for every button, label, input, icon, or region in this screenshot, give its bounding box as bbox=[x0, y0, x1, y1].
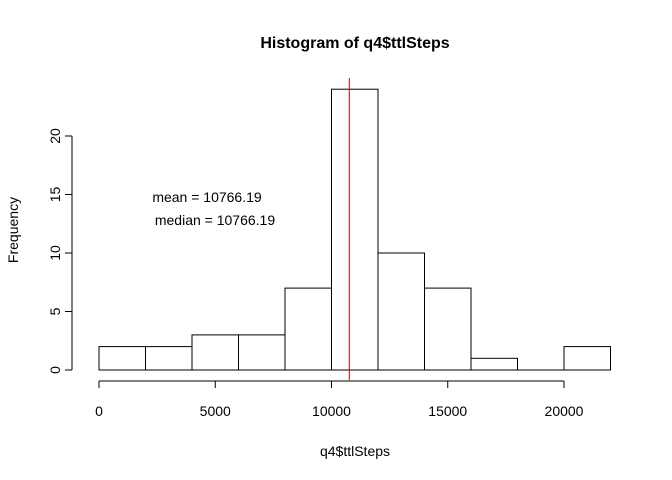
histogram-bar-8 bbox=[470, 357, 518, 371]
x-tick-label-3: 15000 bbox=[428, 403, 467, 419]
histogram-bar-2 bbox=[191, 334, 239, 371]
median-annotation: median = 10766.19 bbox=[155, 212, 275, 228]
x-tick-label-4: 20000 bbox=[545, 403, 584, 419]
x-axis: 0 5000 10000 15000 20000 bbox=[95, 380, 584, 419]
y-axis-label: Frequency bbox=[5, 197, 21, 263]
chart-title: Histogram of q4$ttlSteps bbox=[260, 35, 449, 52]
y-tick-label-3: 15 bbox=[47, 187, 63, 203]
histogram-bar-7 bbox=[424, 287, 472, 371]
y-tick-label-4: 20 bbox=[47, 128, 63, 144]
mean-annotation: mean = 10766.19 bbox=[152, 189, 262, 205]
histogram-bar-3 bbox=[238, 334, 286, 371]
histogram-bar-10 bbox=[563, 346, 611, 371]
histogram-bar-5 bbox=[331, 88, 379, 371]
histogram-bar-0 bbox=[98, 346, 146, 371]
histogram-bar-1 bbox=[145, 346, 193, 371]
y-tick-label-2: 10 bbox=[47, 245, 63, 261]
histogram-bar-6 bbox=[377, 252, 425, 371]
histogram-bar-4 bbox=[284, 287, 332, 371]
bars-group bbox=[98, 88, 611, 371]
y-tick-label-1: 5 bbox=[47, 307, 63, 315]
x-axis-label: q4$ttlSteps bbox=[320, 443, 390, 459]
y-axis: 0 5 10 15 20 bbox=[47, 128, 73, 374]
x-tick-label-1: 5000 bbox=[200, 403, 231, 419]
y-tick-label-0: 0 bbox=[47, 366, 63, 374]
x-tick-label-2: 10000 bbox=[312, 403, 351, 419]
x-tick-label-0: 0 bbox=[95, 403, 103, 419]
